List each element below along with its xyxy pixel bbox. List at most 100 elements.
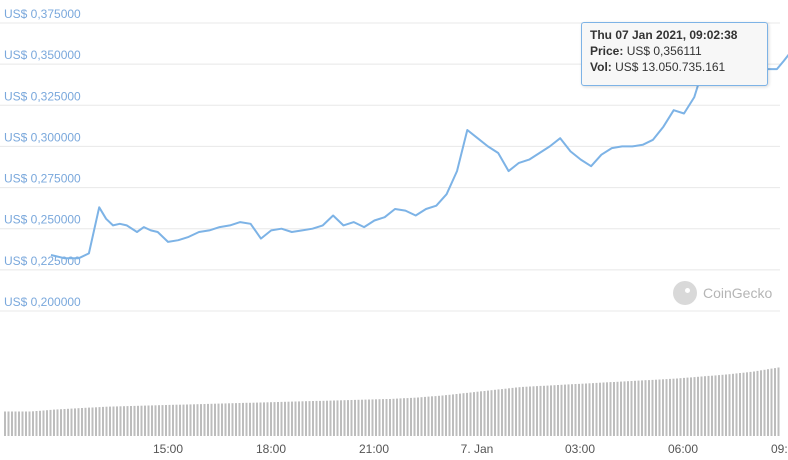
- volume-bar: [39, 410, 41, 436]
- volume-bar: [711, 375, 713, 436]
- price-series-line: [50, 53, 788, 260]
- tooltip-price-value: US$ 0,356111: [626, 44, 702, 58]
- volume-bar: [35, 411, 38, 436]
- volume-bar: [18, 411, 20, 436]
- volume-bar: [564, 384, 566, 436]
- volume-bar: [714, 375, 717, 436]
- volume-bar: [452, 394, 454, 436]
- volume-bar: [11, 411, 13, 436]
- volume-bar: [592, 383, 594, 436]
- volume-bar: [161, 405, 164, 436]
- volume-bar: [119, 406, 122, 436]
- volume-bar: [676, 378, 678, 436]
- volume-bar: [490, 390, 493, 436]
- volume-bar: [308, 401, 311, 436]
- volume-bar: [518, 387, 521, 436]
- volume-bar: [609, 382, 612, 436]
- volume-bar: [529, 386, 531, 436]
- volume-bar: [298, 401, 300, 436]
- volume-bar: [7, 411, 10, 436]
- volume-bar: [770, 368, 773, 436]
- volume-bar: [424, 396, 426, 436]
- volume-bar: [403, 398, 405, 436]
- volume-bar: [277, 402, 279, 436]
- volume-bar: [644, 380, 647, 436]
- volume-bar: [242, 402, 244, 436]
- volume-bar: [378, 399, 381, 436]
- volume-bar: [700, 376, 703, 436]
- volume-bar: [91, 407, 94, 436]
- volume-bar: [322, 400, 325, 436]
- tooltip-vol-value: US$ 13.050.735.161: [615, 60, 726, 74]
- x-tick-label: 21:00: [359, 442, 389, 456]
- volume-bar: [483, 391, 486, 436]
- volume-bar: [368, 399, 370, 436]
- volume-bar: [42, 410, 45, 436]
- volume-bar: [126, 406, 129, 436]
- volume-bar: [487, 390, 489, 436]
- volume-bar: [511, 387, 514, 436]
- volume-bar: [760, 370, 762, 436]
- y-tick-label: US$ 0,225000: [4, 254, 81, 268]
- volume-bar: [774, 368, 776, 436]
- volume-bar: [462, 393, 465, 436]
- volume-bar: [595, 382, 598, 436]
- volume-bar: [294, 401, 297, 436]
- volume-bar: [504, 388, 507, 436]
- y-tick-label: US$ 0,250000: [4, 213, 81, 227]
- volume-bar: [133, 405, 136, 436]
- volume-bar: [224, 403, 227, 436]
- volume-bar: [567, 384, 570, 436]
- volume-bar: [25, 411, 27, 436]
- volume-bar: [123, 406, 125, 436]
- y-tick-label: US$ 0,275000: [4, 172, 81, 186]
- y-tick-label: US$ 0,375000: [4, 7, 81, 21]
- volume-bar: [396, 398, 398, 436]
- volume-bar: [312, 401, 314, 436]
- volume-bar: [466, 392, 468, 436]
- volume-bar: [109, 406, 111, 436]
- volume-bar: [588, 383, 591, 436]
- gecko-icon: [673, 281, 697, 305]
- volume-bar: [210, 403, 213, 436]
- volume-bar: [56, 409, 59, 436]
- volume-bar: [630, 381, 633, 436]
- volume-bar: [105, 406, 108, 436]
- y-tick-label: US$ 0,200000: [4, 295, 81, 309]
- volume-bar: [263, 402, 265, 436]
- volume-bar: [21, 411, 24, 436]
- volume-bar: [287, 401, 290, 436]
- volume-bar: [273, 402, 276, 436]
- volume-bar: [473, 392, 475, 436]
- coingecko-watermark: CoinGecko: [673, 279, 772, 307]
- volume-bar: [469, 392, 472, 436]
- volume-bar: [371, 399, 374, 436]
- volume-bar: [252, 402, 255, 436]
- volume-bar: [399, 398, 402, 436]
- volume-bar: [392, 398, 395, 436]
- volume-bar: [550, 385, 552, 436]
- tooltip-vol-row: Vol: US$ 13.050.735.161: [590, 59, 759, 75]
- volume-bar: [231, 403, 234, 436]
- volume-bar: [102, 406, 104, 436]
- volume-bar: [704, 376, 706, 436]
- volume-bar: [728, 374, 731, 436]
- volume-bar: [189, 404, 192, 436]
- volume-bar: [599, 382, 601, 436]
- volume-bar: [179, 404, 181, 436]
- volume-bar: [648, 380, 650, 436]
- volume-bar: [53, 409, 55, 436]
- y-tick-label: US$ 0,350000: [4, 48, 81, 62]
- volume-bar: [28, 411, 31, 436]
- x-tick-label: 15:00: [153, 442, 183, 456]
- volume-bar: [81, 408, 83, 436]
- volume-bar: [637, 380, 640, 436]
- volume-bar: [732, 373, 734, 436]
- volume-bar: [742, 372, 745, 436]
- volume-bar: [410, 397, 412, 436]
- volume-bar: [301, 401, 304, 436]
- volume-bar: [690, 377, 692, 436]
- volume-bar: [32, 411, 34, 436]
- volume-bar: [585, 383, 587, 436]
